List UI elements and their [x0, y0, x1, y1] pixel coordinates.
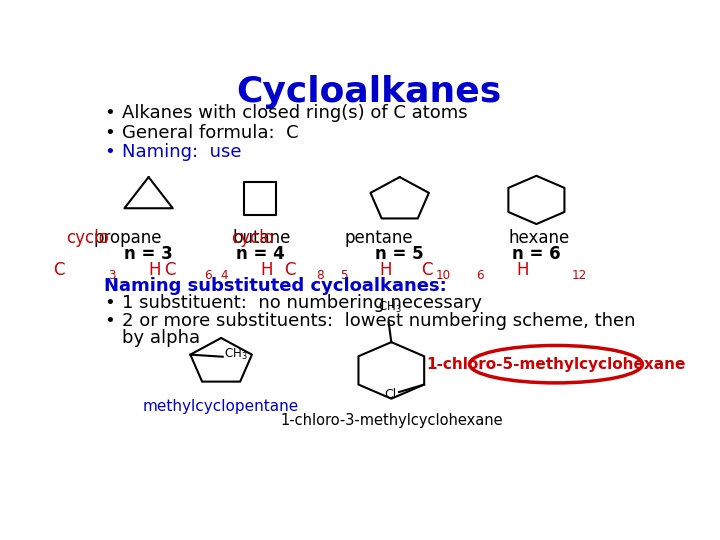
- Text: •: •: [104, 312, 114, 330]
- Text: 6: 6: [204, 268, 212, 281]
- Text: propane: propane: [93, 229, 161, 247]
- Text: •: •: [104, 294, 114, 312]
- Text: General formula:  C: General formula: C: [122, 124, 299, 142]
- Text: n = 6: n = 6: [512, 245, 561, 263]
- Text: 10: 10: [436, 268, 451, 281]
- Text: butane: butane: [233, 229, 291, 247]
- Text: 1-chloro-5-methylcyclohexane: 1-chloro-5-methylcyclohexane: [426, 357, 685, 372]
- Text: CH$_3$: CH$_3$: [378, 300, 402, 315]
- Text: 1-chloro-3-methylcyclohexane: 1-chloro-3-methylcyclohexane: [280, 413, 503, 428]
- Text: 2 or more substituents:  lowest numbering scheme, then: 2 or more substituents: lowest numbering…: [122, 312, 636, 330]
- Text: •: •: [104, 124, 114, 142]
- Text: 1 substituent:  no numbering necessary: 1 substituent: no numbering necessary: [122, 294, 482, 312]
- Text: Alkanes with closed ring(s) of C atoms: Alkanes with closed ring(s) of C atoms: [122, 104, 468, 122]
- Text: by alpha: by alpha: [122, 329, 200, 347]
- Text: 8: 8: [316, 268, 323, 281]
- Text: 3: 3: [109, 268, 116, 281]
- Text: H: H: [516, 261, 529, 279]
- Text: n = 4: n = 4: [236, 245, 284, 263]
- Text: 6: 6: [477, 268, 484, 281]
- Text: n = 5: n = 5: [375, 245, 424, 263]
- Text: H: H: [379, 261, 392, 279]
- Text: 4: 4: [220, 268, 228, 281]
- Text: cyclo: cyclo: [66, 229, 109, 247]
- Text: C: C: [420, 261, 432, 279]
- Text: 12: 12: [572, 268, 588, 281]
- Text: methylcyclopentane: methylcyclopentane: [143, 399, 300, 414]
- Text: Cl: Cl: [384, 388, 396, 401]
- Text: 5: 5: [340, 268, 347, 281]
- Text: C: C: [165, 261, 176, 279]
- Text: C: C: [53, 261, 65, 279]
- Text: H: H: [260, 261, 273, 279]
- Text: hexane: hexane: [508, 229, 570, 247]
- Text: CH$_3$: CH$_3$: [225, 347, 248, 362]
- Text: pentane: pentane: [344, 229, 413, 247]
- Text: Naming:  use: Naming: use: [122, 144, 248, 161]
- Text: H: H: [148, 261, 161, 279]
- Text: n = 3: n = 3: [125, 245, 173, 263]
- Text: cyclo: cyclo: [230, 229, 274, 247]
- Text: Cycloalkanes: Cycloalkanes: [236, 75, 502, 109]
- Text: •: •: [104, 144, 114, 161]
- Text: C: C: [284, 261, 296, 279]
- Text: Naming substituted cycloalkanes:: Naming substituted cycloalkanes:: [104, 277, 446, 295]
- Text: •: •: [104, 104, 114, 122]
